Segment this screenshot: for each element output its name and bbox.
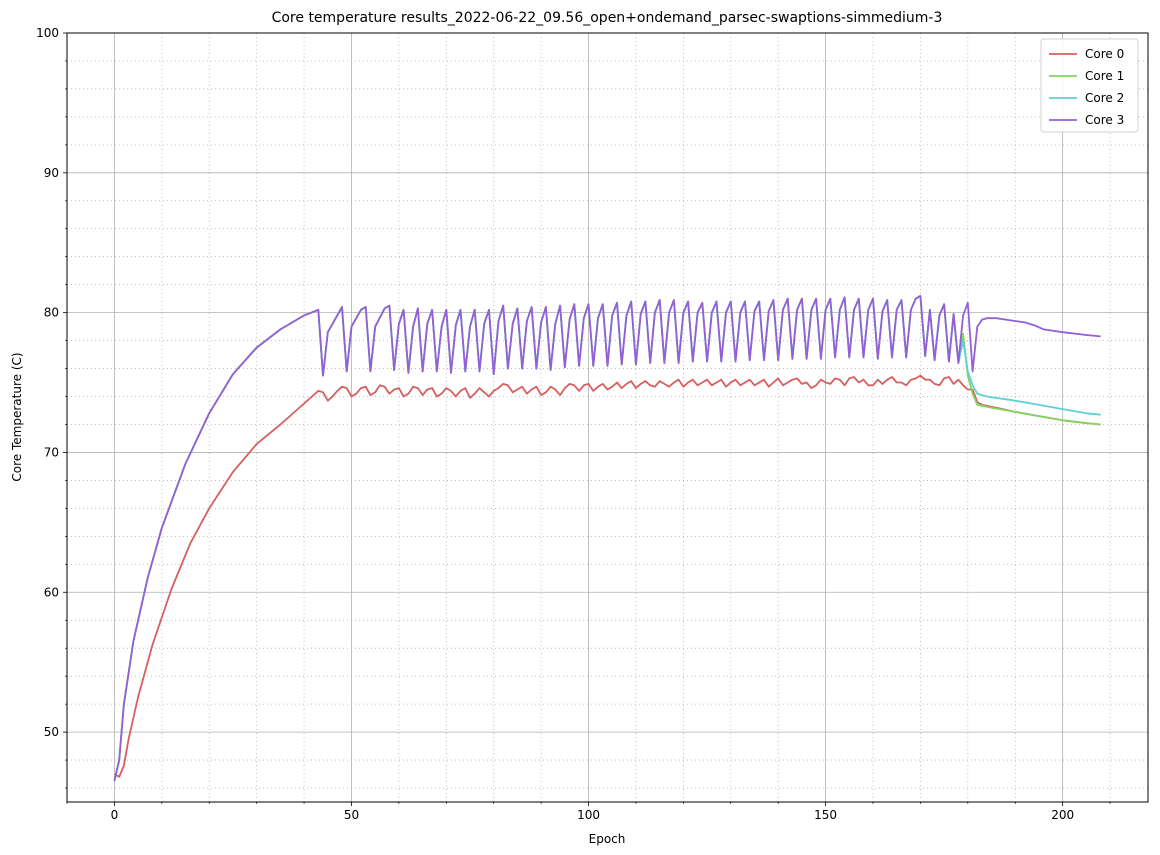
x-tick-label: 200	[1051, 808, 1074, 822]
legend-label: Core 2	[1085, 91, 1124, 105]
legend-label: Core 1	[1085, 69, 1124, 83]
y-tick-label: 70	[44, 445, 59, 459]
y-tick-label: 50	[44, 725, 59, 739]
y-axis-label: Core Temperature (C)	[10, 352, 24, 481]
chart-title: Core temperature results_2022-06-22_09.5…	[272, 10, 943, 26]
y-tick-label: 60	[44, 585, 59, 599]
y-tick-label: 80	[44, 306, 59, 320]
legend-label: Core 3	[1085, 113, 1124, 127]
y-tick-label: 100	[36, 26, 59, 40]
x-tick-label: 150	[814, 808, 837, 822]
legend-label: Core 0	[1085, 47, 1124, 61]
x-tick-label: 50	[344, 808, 359, 822]
x-tick-label: 0	[111, 808, 119, 822]
x-tick-label: 100	[577, 808, 600, 822]
y-tick-label: 90	[44, 166, 59, 180]
legend: Core 0 Core 1 Core 2 Core 3	[1041, 39, 1138, 132]
x-axis-label: Epoch	[589, 832, 626, 846]
